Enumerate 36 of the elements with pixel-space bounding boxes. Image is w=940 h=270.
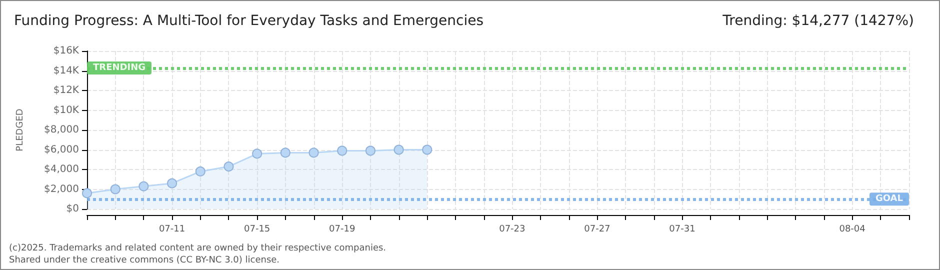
x-tick-label: 07-31	[669, 224, 696, 234]
y-tick-label: $8,000	[44, 124, 79, 136]
chart-subtitle: Trending: $14,277 (1427%)	[722, 13, 914, 29]
ref-line-label: TRENDING	[93, 63, 146, 74]
point	[280, 148, 290, 158]
y-tick-label: $10K	[53, 104, 80, 116]
y-tick-label: $14K	[53, 65, 80, 76]
ref-line-label: GOAL	[876, 194, 904, 204]
point	[167, 178, 178, 188]
y-tick-label: $16K	[53, 46, 80, 56]
x-tick-label: 07-11	[158, 224, 186, 234]
x-tick-label: 08-04	[839, 224, 866, 234]
text: (c)2025. Trademarks and related content are owned by their respective companies.	[9, 244, 386, 254]
point	[138, 181, 149, 192]
chart-title: Funding Progress: A Multi-Tool for Everyday Tasks and Emergencies	[14, 13, 484, 29]
y-axis-title: PLEDGED	[16, 108, 26, 152]
point	[365, 146, 376, 156]
point	[224, 162, 234, 172]
y-tick-label: $4,000	[44, 164, 79, 175]
point	[337, 146, 348, 156]
text: Shared under the creative commons (CC BY-NC 3.0) license.	[9, 256, 280, 266]
x-tick-label: 07-27	[584, 224, 610, 234]
point	[195, 166, 206, 176]
point	[422, 144, 432, 155]
y-tick-label: $0	[66, 204, 79, 214]
point	[394, 144, 404, 155]
point	[110, 184, 120, 194]
point	[252, 148, 262, 159]
y-tick-label: $6,000	[44, 144, 79, 156]
x-tick-label: 07-19	[329, 224, 356, 234]
y-tick-label: $12K	[53, 85, 80, 96]
point	[308, 148, 319, 158]
x-tick-label: 07-15	[244, 224, 270, 234]
x-tick-label: 07-23	[499, 224, 526, 234]
point	[82, 188, 92, 198]
y-tick-label: $2,000	[44, 184, 79, 195]
